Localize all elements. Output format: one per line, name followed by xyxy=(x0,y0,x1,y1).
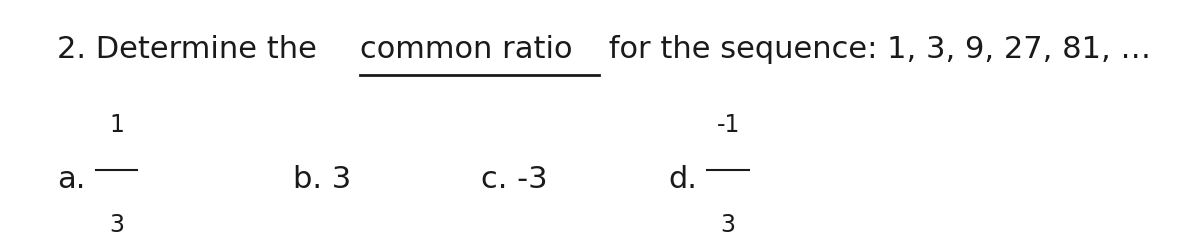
Text: c. -3: c. -3 xyxy=(480,166,547,194)
Text: 3: 3 xyxy=(109,213,124,237)
Text: common ratio: common ratio xyxy=(360,36,572,64)
Text: b. 3: b. 3 xyxy=(293,166,350,194)
Text: 1: 1 xyxy=(109,113,124,137)
Text: for the sequence: 1, 3, 9, 27, 81, …: for the sequence: 1, 3, 9, 27, 81, … xyxy=(599,36,1151,64)
Text: 3: 3 xyxy=(721,213,736,237)
Text: -1: -1 xyxy=(716,113,740,137)
Text: d.: d. xyxy=(668,166,697,194)
Text: a.: a. xyxy=(58,166,86,194)
Text: 2. Determine the: 2. Determine the xyxy=(58,36,328,64)
